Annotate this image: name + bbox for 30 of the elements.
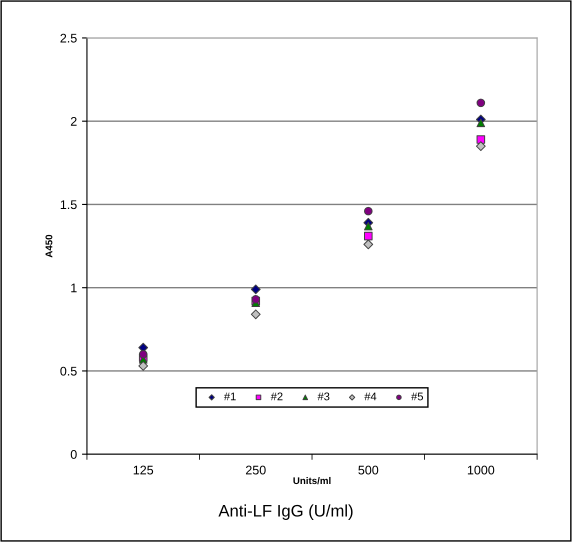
point xyxy=(476,135,486,144)
y-tick-label: 1 xyxy=(71,284,77,292)
legend-label: #4 xyxy=(364,392,376,400)
y-axis-title: A450 xyxy=(45,234,52,258)
y-tick-label: 0 xyxy=(70,450,77,459)
point xyxy=(250,284,261,294)
legend-label: #5 xyxy=(411,392,424,400)
point xyxy=(363,240,374,250)
legend-label: #2 xyxy=(270,392,283,400)
y-tick-label: 2 xyxy=(70,116,77,126)
point xyxy=(364,232,373,240)
text: Anti-LF IgG (U/ml) xyxy=(218,504,353,520)
point xyxy=(138,361,148,371)
point xyxy=(364,206,373,216)
y-tick-label: 2.5 xyxy=(60,34,77,43)
x-axis-title: Units/ml xyxy=(293,476,331,484)
x-tick-label: 1000 xyxy=(468,466,494,474)
x-tick-label: 250 xyxy=(246,466,266,474)
point xyxy=(476,141,486,152)
point xyxy=(250,309,261,320)
point xyxy=(138,350,148,359)
point xyxy=(364,222,373,230)
legend-label: #3 xyxy=(318,392,330,400)
legend-label: #1 xyxy=(224,392,236,400)
x-tick-label: 125 xyxy=(134,466,154,474)
point xyxy=(476,118,486,128)
x-tick-label: 500 xyxy=(358,466,378,474)
y-tick-label: 1.5 xyxy=(60,200,77,210)
y-tick-label: 0.5 xyxy=(60,366,77,376)
point xyxy=(476,98,486,108)
